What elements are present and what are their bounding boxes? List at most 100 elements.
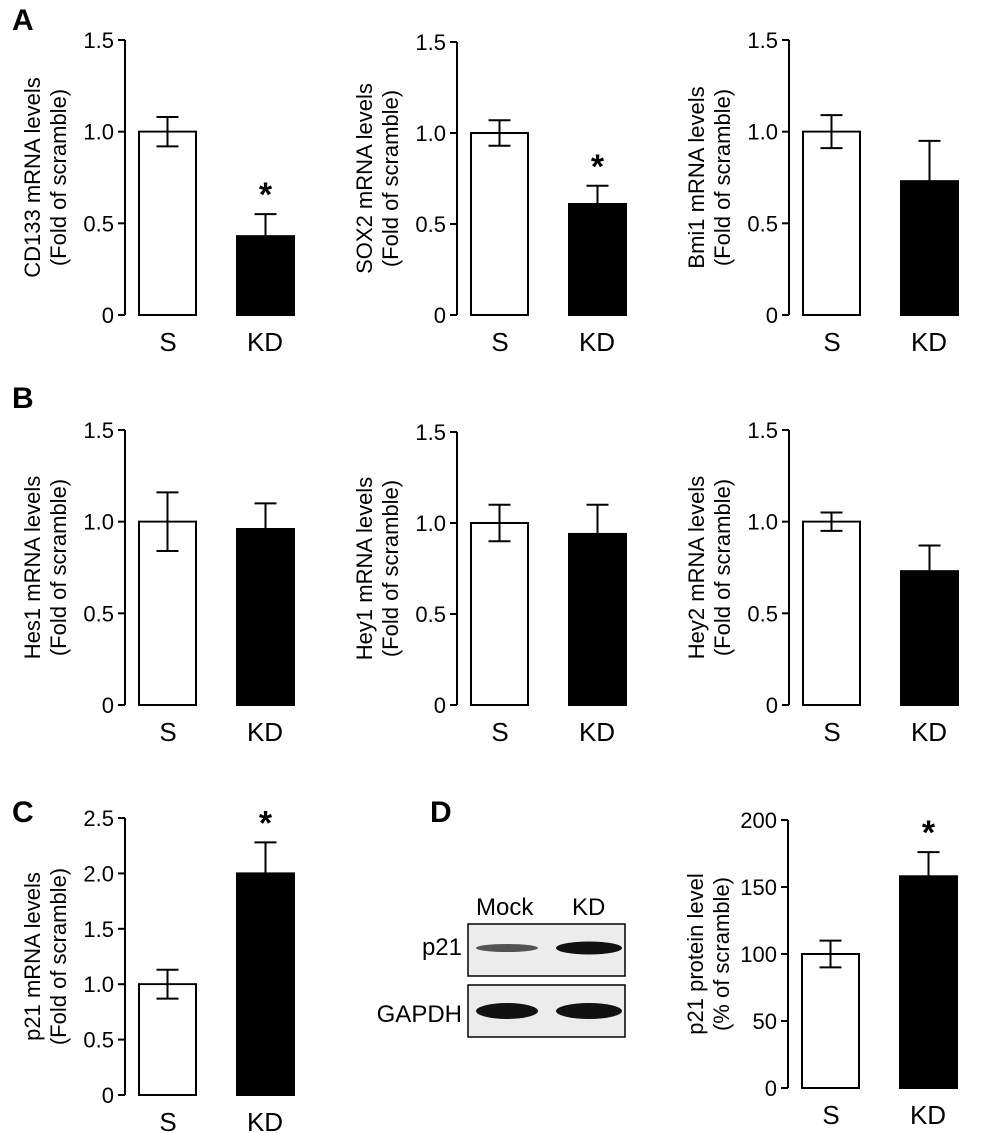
x-category-label: S: [823, 717, 840, 747]
x-category-label: KD: [911, 717, 947, 747]
y-tick-label: 0.5: [83, 1028, 114, 1053]
bar-control-fill: [803, 955, 858, 1087]
y-axis-title: Bmi1 mRNA levels: [684, 86, 709, 268]
y-tick-label: 0: [102, 303, 114, 328]
x-category-label: S: [491, 327, 508, 357]
y-tick-label: 1.0: [83, 972, 114, 997]
panel-label-c: C: [12, 796, 34, 829]
y-tick-label: 0.5: [747, 601, 778, 626]
y-tick-label: 200: [740, 808, 777, 833]
y-tick-label: 1.5: [415, 420, 446, 445]
y-axis-title: p21 mRNA levels: [20, 872, 45, 1041]
bar-knockdown: [236, 235, 295, 317]
y-axis-subtitle: (% of scramble): [709, 877, 734, 1031]
y-tick-label: 2.5: [83, 806, 114, 831]
y-tick-label: 100: [740, 942, 777, 967]
x-category-label: S: [822, 1100, 839, 1130]
x-category-label: S: [159, 717, 176, 747]
bar-knockdown: [236, 528, 295, 706]
y-tick-label: 1.5: [83, 917, 114, 942]
western-blot: Mock KD p21 GAPDH: [377, 894, 626, 1038]
blot-bands: [476, 941, 622, 1019]
y-tick-label: 1.5: [747, 418, 778, 443]
y-tick-label: 0.5: [83, 601, 114, 626]
y-axis-title: SOX2 mRNA levels: [352, 83, 377, 274]
x-category-label: KD: [247, 327, 283, 357]
y-axis-subtitle: (Fold of scramble): [710, 89, 735, 266]
chart-3: 0 0.5 1.0 1.5 Bmi1 mRNA levels (Fold of scram…: [684, 28, 959, 357]
y-tick-label: 0: [102, 693, 114, 718]
y-axis-title: Hey2 mRNA levels: [684, 476, 709, 659]
y-axis-subtitle: (Fold of scramble): [46, 868, 71, 1045]
x-category-label: KD: [579, 327, 615, 357]
y-tick-label: 1.0: [747, 120, 778, 145]
y-tick-label: 0: [434, 693, 446, 718]
x-category-label: S: [491, 717, 508, 747]
y-axis-subtitle: (Fold of scramble): [378, 90, 403, 267]
y-tick-label: 0.5: [415, 602, 446, 627]
blot-band-p21-kd: [556, 941, 622, 955]
bar-knockdown: [568, 532, 627, 706]
x-category-label: KD: [247, 1107, 283, 1133]
bar-knockdown: [236, 872, 295, 1097]
panel-label-a: A: [12, 4, 34, 37]
y-tick-label: 1.0: [747, 510, 778, 535]
chart-5: 0 0.5 1.0 1.5 Hey1 mRNA levels (Fold of scram…: [352, 420, 627, 747]
bar-control-fill: [472, 524, 527, 704]
y-axis-subtitle: (Fold of scramble): [378, 480, 403, 657]
significance-marker: *: [259, 804, 273, 842]
y-tick-label: 1.5: [83, 28, 114, 53]
y-tick-label: 0.5: [747, 211, 778, 236]
y-tick-label: 1.5: [747, 28, 778, 53]
bar-control-fill: [140, 132, 195, 314]
bar-knockdown: [568, 202, 627, 316]
x-category-label: S: [159, 1107, 176, 1133]
bar-control-fill: [140, 522, 195, 704]
y-tick-label: 1.5: [83, 418, 114, 443]
x-category-label: KD: [579, 717, 615, 747]
y-tick-label: 0.5: [83, 211, 114, 236]
y-axis-subtitle: (Fold of scramble): [46, 89, 71, 266]
y-tick-label: 1.0: [83, 120, 114, 145]
panel-label-b: B: [12, 382, 34, 415]
x-category-label: S: [159, 327, 176, 357]
blot-lane-label-kd: KD: [572, 894, 605, 921]
y-tick-label: 1.0: [415, 511, 446, 536]
panel-label-d: D: [430, 796, 452, 829]
y-tick-label: 1.0: [83, 510, 114, 535]
significance-marker: *: [259, 176, 273, 214]
y-axis-subtitle: (Fold of scramble): [710, 479, 735, 656]
y-axis-title: Hey1 mRNA levels: [352, 477, 377, 660]
chart-8: 0 50 100 150 200 p21 protein level (% of scram…: [683, 808, 958, 1130]
y-tick-label: 0: [766, 693, 778, 718]
blot-band-gapdh-mock: [476, 1003, 538, 1019]
y-tick-label: 0: [765, 1076, 777, 1101]
chart-2: 0 0.5 1.0 1.5 SOX2 mRNA levels (Fold of scram…: [352, 30, 627, 357]
y-axis-title: CD133 mRNA levels: [20, 77, 45, 278]
y-tick-label: 1.5: [415, 30, 446, 55]
y-axis-title: Hes1 mRNA levels: [20, 476, 45, 659]
blot-band-p21-mock: [476, 944, 538, 952]
y-axis-title: p21 protein level: [683, 873, 708, 1034]
bar-control-fill: [804, 132, 859, 314]
y-tick-label: 0: [102, 1083, 114, 1108]
bar-control-fill: [140, 985, 195, 1094]
y-tick-label: 0.5: [415, 212, 446, 237]
chart-1: 0 0.5 1.0 1.5 CD133 mRNA levels (Fold of scra…: [20, 28, 295, 357]
blot-row-label-p21: p21: [422, 934, 462, 961]
chart-4: 0 0.5 1.0 1.5 Hes1 mRNA levels (Fold of scram…: [20, 418, 295, 747]
bar-knockdown: [900, 570, 959, 707]
bar-knockdown: [900, 180, 959, 316]
x-category-label: KD: [247, 717, 283, 747]
bar-knockdown: [899, 875, 958, 1090]
y-tick-label: 2.0: [83, 861, 114, 886]
blot-lane-label-mock: Mock: [476, 894, 534, 921]
bar-control-fill: [804, 522, 859, 704]
blot-band-gapdh-kd: [556, 1003, 622, 1019]
chart-7: 0 0.5 1.0 1.5 2.0 2.5 p21 mRNA levels (Fold of …: [20, 804, 295, 1133]
x-category-label: KD: [910, 1100, 946, 1130]
y-tick-label: 1.0: [415, 121, 446, 146]
bar-control-fill: [472, 134, 527, 314]
y-tick-label: 150: [740, 875, 777, 900]
